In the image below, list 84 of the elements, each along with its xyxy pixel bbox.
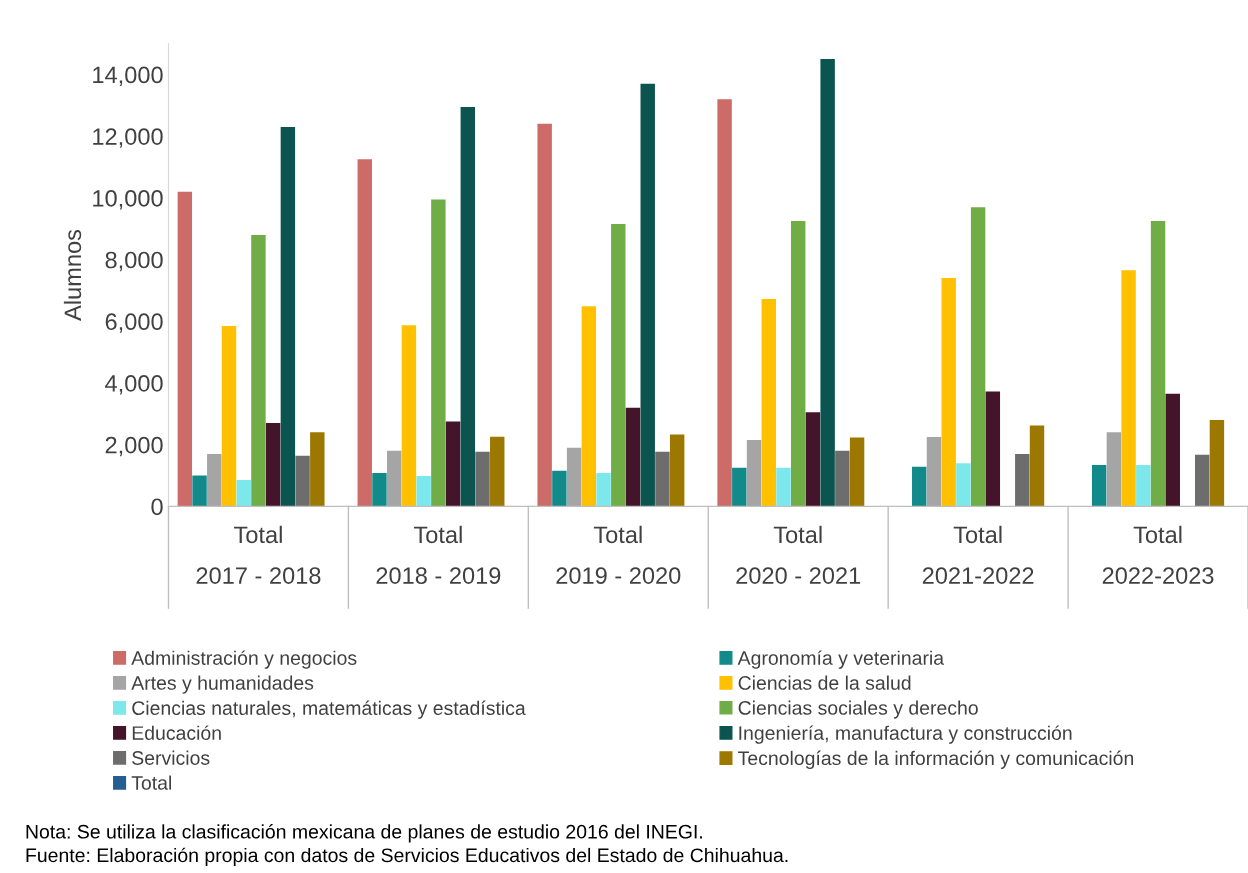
bar [625,407,641,507]
bar [640,83,655,507]
bar [251,234,266,507]
bar [221,325,237,507]
bar [490,436,505,507]
bar [192,475,207,507]
bar [761,299,776,507]
bar [1150,221,1166,507]
bar [717,99,732,507]
y-axis-title: Alumnos [63,229,82,321]
bar [386,450,402,507]
bar [1029,425,1045,507]
bar [956,463,971,507]
y-tick-label: 0 [151,498,163,516]
bar [669,434,685,507]
legend-label: Administración y negocios [131,650,357,669]
bar [552,470,567,507]
x-tick-label: Total 2018 - 2019 [376,525,501,584]
bar [655,451,670,507]
x-tick-label: Total 2017 - 2018 [196,525,321,584]
bar [1194,454,1210,507]
bar [776,467,791,507]
bar [460,106,476,507]
bar [970,207,986,507]
bar [581,306,597,507]
bar [1121,270,1136,507]
bar [207,453,222,507]
bar [177,191,193,507]
bar [401,325,417,507]
bar [1015,453,1030,507]
x-tick-label: Total 2021-2022 [922,525,1034,584]
bar [790,221,806,507]
bar [236,480,251,507]
legend-label: Ciencias naturales, matemáticas y estadística [132,700,526,719]
bar [1136,465,1151,507]
bar [835,450,850,507]
legend-label: Total [131,775,172,790]
bar [596,473,611,507]
bar [416,476,431,507]
bar [912,466,927,507]
x-tick-label: Total 2020 - 2021 [736,525,861,584]
bar [566,447,582,507]
bar [1106,432,1122,507]
legend-label: Artes y humanidades [131,675,314,694]
legend-label: Educación [132,725,221,740]
bar [295,455,310,507]
bar [805,412,821,507]
y-tick-label: 8,000 [105,251,163,272]
x-tick-label: Total 2022-2023 [1102,525,1214,584]
source-note: Fuente: Elaboración propia con datos de Servicios Educativos del Estado de Chihuahua. [26,847,788,867]
legend-label: Agronomía y veterinaria [737,650,945,669]
bar [280,126,296,507]
bar [431,199,446,507]
legend-label: Ciencias de la salud [738,675,911,690]
bar [611,224,626,507]
y-tick-label: 10,000 [93,189,163,210]
bar [1165,393,1180,507]
y-tick-label: 4,000 [105,375,163,395]
bar [926,436,942,507]
bar [746,440,762,507]
bar [732,467,747,507]
legend-label: Ciencias sociales y derecho [738,700,978,719]
legend-label: Ingeniería, manufactura y construcción [739,725,1072,744]
bar [985,391,1001,507]
bar [1091,465,1107,507]
bar [537,123,552,507]
legend-label: Servicios [132,750,210,765]
y-tick-label: 2,000 [105,436,163,457]
bar [475,451,490,507]
y-tick-label: 12,000 [93,128,163,148]
bar [941,278,956,507]
bar [1209,419,1225,507]
y-tick-label: 14,000 [93,66,163,87]
bar [849,437,865,507]
x-tick-label: Total 2019 - 2020 [556,525,681,584]
bar [372,473,387,507]
bar [445,421,461,507]
bar [265,423,281,507]
text: Nota: Se utiliza la clasificación mexicana de planes de estudio 2016 del INEGI. [26,824,702,843]
bar [310,432,325,507]
bar [357,159,372,507]
y-tick-label: 6,000 [105,313,163,333]
bar [820,59,835,507]
legend-label: Tecnologías de la información y comunicación [738,750,1134,769]
